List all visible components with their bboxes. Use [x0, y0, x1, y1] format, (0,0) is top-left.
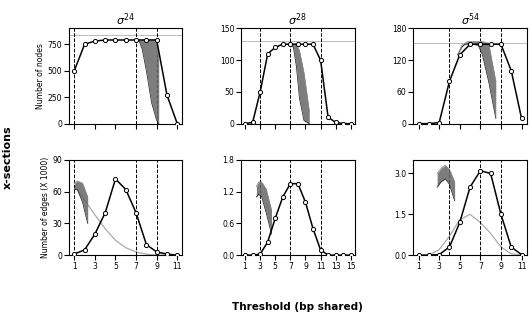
Y-axis label: Number of edges (X 1000): Number of edges (X 1000) [40, 157, 49, 258]
Title: $\sigma^{54}$: $\sigma^{54}$ [461, 11, 479, 28]
Text: x-sections: x-sections [3, 126, 13, 189]
Y-axis label: Number of nodes: Number of nodes [36, 43, 45, 109]
Text: Threshold (bp shared): Threshold (bp shared) [232, 302, 363, 312]
Title: $\sigma^{28}$: $\sigma^{28}$ [288, 11, 307, 28]
Title: $\sigma^{24}$: $\sigma^{24}$ [117, 11, 135, 28]
